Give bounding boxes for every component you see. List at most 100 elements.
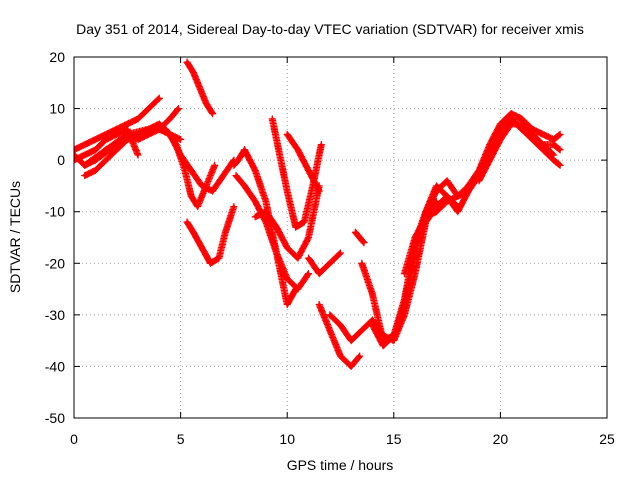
y-tick-label: -10 xyxy=(45,204,65,220)
data-point xyxy=(354,230,357,234)
data-point xyxy=(104,132,108,136)
series-6 xyxy=(91,125,185,164)
data-point xyxy=(213,163,217,167)
data-point xyxy=(275,251,278,255)
data-point xyxy=(349,365,353,368)
data-point xyxy=(307,236,310,239)
data-point xyxy=(558,132,562,136)
data-point xyxy=(174,143,178,147)
x-tick-label: 25 xyxy=(599,431,615,447)
data-point xyxy=(403,297,406,301)
y-tick-label: -20 xyxy=(45,255,65,271)
data-point xyxy=(221,174,225,178)
data-point xyxy=(499,138,502,141)
data-point xyxy=(270,117,274,121)
data-point xyxy=(285,277,289,281)
data-point xyxy=(189,169,193,172)
data-point xyxy=(234,174,238,178)
data-point xyxy=(191,230,195,234)
data-point xyxy=(264,200,268,203)
data-point xyxy=(294,287,298,291)
data-point xyxy=(157,127,161,131)
data-point xyxy=(196,205,200,208)
data-point xyxy=(211,112,214,116)
data-point xyxy=(115,148,119,152)
data-point xyxy=(253,169,257,172)
data-point xyxy=(488,148,492,152)
data-point xyxy=(541,143,545,147)
data-point xyxy=(360,261,364,265)
data-point xyxy=(232,205,236,208)
data-point xyxy=(477,169,481,172)
data-point xyxy=(552,158,556,162)
x-tick-label: 20 xyxy=(493,431,509,447)
data-point xyxy=(488,158,492,162)
data-point xyxy=(93,169,97,172)
data-point xyxy=(189,194,193,198)
data-point xyxy=(200,184,204,188)
data-point xyxy=(371,323,374,327)
data-point xyxy=(136,132,140,136)
data-point xyxy=(358,354,362,358)
data-point xyxy=(285,303,289,306)
series-markers xyxy=(183,202,238,267)
data-point xyxy=(509,112,513,116)
data-point xyxy=(499,122,502,126)
data-point xyxy=(125,122,129,126)
data-point xyxy=(285,132,289,136)
data-point xyxy=(371,292,374,296)
data-point xyxy=(360,328,364,332)
data-point xyxy=(435,189,438,193)
data-point xyxy=(204,102,208,105)
data-point xyxy=(424,220,428,224)
data-point xyxy=(285,246,289,250)
data-point xyxy=(157,96,161,100)
data-point xyxy=(223,230,227,234)
data-point xyxy=(435,205,438,208)
data-point xyxy=(232,163,236,167)
data-point xyxy=(285,189,289,193)
data-point xyxy=(541,132,545,136)
data-point xyxy=(371,318,374,322)
data-point xyxy=(243,184,246,188)
data-point xyxy=(552,143,556,147)
data-point xyxy=(403,272,406,275)
series-16 xyxy=(315,300,364,371)
data-point xyxy=(381,344,385,348)
data-point xyxy=(413,236,417,239)
data-point xyxy=(277,148,281,152)
data-point xyxy=(183,169,187,172)
data-point xyxy=(147,107,151,110)
y-tick-label: -50 xyxy=(45,410,65,426)
data-point xyxy=(115,132,119,136)
data-point xyxy=(136,153,140,157)
x-axis-title: GPS time / hours xyxy=(287,457,394,473)
data-point xyxy=(499,127,502,131)
data-point xyxy=(328,328,332,332)
chart-title: Day 351 of 2014, Sidereal Day-to-day VTE… xyxy=(76,21,584,37)
data-point xyxy=(558,163,562,167)
data-point xyxy=(509,122,513,126)
data-point xyxy=(209,261,212,265)
data-point xyxy=(307,169,310,172)
data-point xyxy=(339,354,342,358)
data-point xyxy=(296,148,300,152)
data-point xyxy=(302,220,306,224)
data-point xyxy=(445,179,449,183)
series-8 xyxy=(183,202,238,267)
axis-ticks: 0 5 10 15 20 25 -50 -40 -30 -20 -10 0 10 20 xyxy=(45,49,615,447)
y-tick-label: 10 xyxy=(49,101,65,117)
data-point xyxy=(339,323,342,327)
data-point xyxy=(296,256,300,260)
data-point xyxy=(307,272,310,275)
data-point xyxy=(83,163,87,167)
data-point xyxy=(157,122,161,126)
data-point xyxy=(467,189,470,193)
data-point xyxy=(456,194,460,198)
series-2 xyxy=(74,94,163,154)
data-point xyxy=(445,194,449,198)
data-point xyxy=(83,143,87,147)
series-18 xyxy=(351,228,368,247)
series-14 xyxy=(283,130,323,195)
data-point xyxy=(317,303,321,306)
